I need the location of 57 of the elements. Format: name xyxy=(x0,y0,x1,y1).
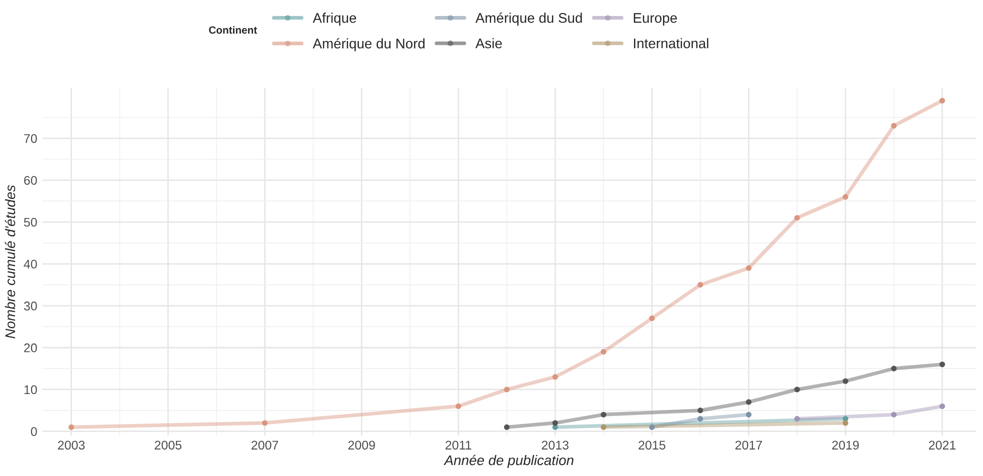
point xyxy=(842,378,848,384)
point xyxy=(698,408,704,414)
y-tick-label: 10 xyxy=(24,385,37,394)
point xyxy=(891,366,897,372)
legend-label: Europe xyxy=(634,13,677,26)
x-tick-label: 2009 xyxy=(348,440,375,450)
point xyxy=(600,412,606,418)
legend-label: Amérique du Sud xyxy=(475,12,582,26)
point xyxy=(794,416,800,422)
point xyxy=(600,349,606,355)
legend-label: Afrique xyxy=(312,12,356,26)
legend-title: Continent xyxy=(209,26,258,34)
point xyxy=(552,420,558,426)
legend-label: Amérique du Nord xyxy=(312,38,425,52)
point xyxy=(552,374,558,380)
point xyxy=(504,386,510,392)
x-tick-label: 2007 xyxy=(252,440,278,450)
y-tick-label: 0 xyxy=(30,427,37,436)
y-tick-label: 60 xyxy=(24,176,37,185)
point xyxy=(68,424,74,430)
y-tick-label: 20 xyxy=(24,343,37,352)
x-axis-title: Année de publication xyxy=(444,454,574,468)
point xyxy=(842,420,848,426)
point xyxy=(649,316,655,322)
y-tick-label: 40 xyxy=(24,260,37,269)
point xyxy=(842,194,848,200)
point xyxy=(504,424,510,430)
x-tick-label: 2017 xyxy=(735,440,762,450)
y-tick-label: 30 xyxy=(24,302,37,310)
point xyxy=(794,386,800,392)
x-tick-label: 2015 xyxy=(638,440,666,450)
y-tick-label: 50 xyxy=(24,218,37,227)
point xyxy=(600,424,606,430)
point xyxy=(746,412,752,418)
x-tick-label: 2013 xyxy=(542,440,569,450)
legend-label: Asie xyxy=(475,38,502,48)
x-tick-label: 2005 xyxy=(154,440,182,450)
point xyxy=(456,403,462,410)
x-tick-label: 2019 xyxy=(832,440,859,450)
point xyxy=(698,282,704,288)
point xyxy=(939,362,946,368)
point xyxy=(939,98,946,104)
legend-label: International xyxy=(634,38,708,48)
point xyxy=(649,424,655,430)
y-tick-label: 70 xyxy=(24,134,37,143)
point xyxy=(939,403,946,410)
point xyxy=(891,412,897,418)
point xyxy=(746,399,752,405)
x-tick-label: 2003 xyxy=(58,440,85,450)
x-tick-label: 2021 xyxy=(928,440,956,450)
x-tick-label: 2011 xyxy=(446,440,472,450)
y-axis-title: Nombre cumulé d'études xyxy=(4,185,16,338)
point xyxy=(891,122,897,129)
point xyxy=(262,420,268,426)
point xyxy=(794,215,800,221)
point xyxy=(746,265,752,271)
point xyxy=(698,416,704,422)
